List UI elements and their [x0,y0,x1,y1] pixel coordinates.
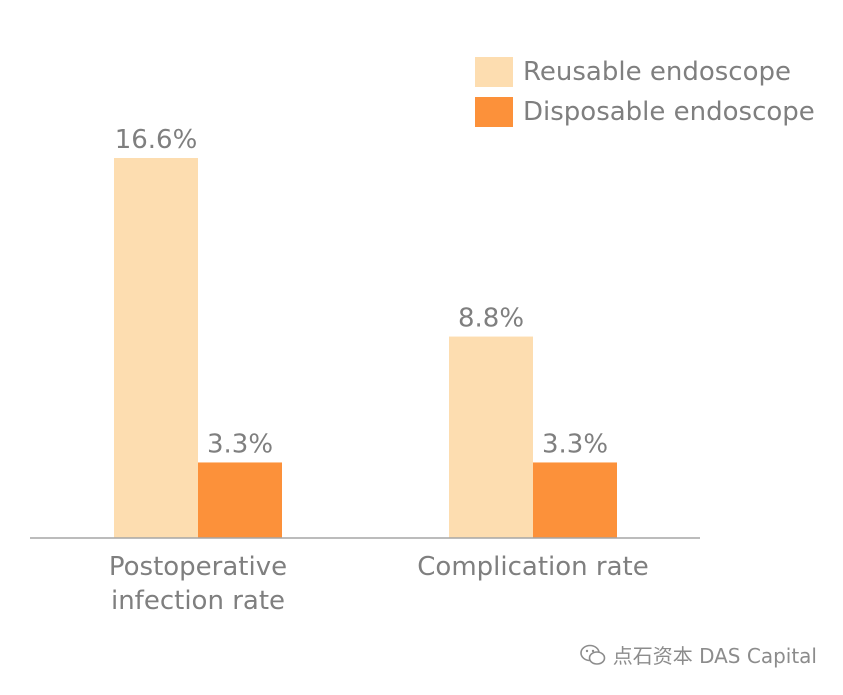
watermark: 点石资本 DAS Capital [579,640,817,669]
bar-disposable-0 [198,462,282,538]
legend-swatch-disposable [475,97,513,127]
data-label-disposable-1: 3.3% [542,429,608,459]
bars-group [114,158,617,538]
legend-swatch-reusable [475,57,513,87]
legend-item-reusable: Reusable endoscope [475,52,815,92]
data-label-reusable-1: 8.8% [458,304,524,334]
legend-label-reusable: Reusable endoscope [523,57,791,87]
category-label-0-line-0: Postoperative [109,552,287,582]
legend: Reusable endoscope Disposable endoscope [475,52,815,132]
value-labels-group: 16.6% 3.3% 8.8% 3.3% [115,125,608,459]
category-label-1-line-0: Complication rate [417,552,648,582]
legend-item-disposable: Disposable endoscope [475,92,815,132]
category-label-0-line-1: infection rate [111,586,285,616]
legend-label-disposable: Disposable endoscope [523,97,815,127]
category-labels-group: Postoperative infection rate Complication … [109,552,649,616]
bar-disposable-1 [533,462,617,538]
watermark-text: 点石资本 DAS Capital [612,644,817,668]
wechat-icon [579,644,606,665]
data-label-disposable-0: 3.3% [207,429,273,459]
bar-reusable-0 [114,158,198,538]
bar-reusable-1 [449,336,533,538]
data-label-reusable-0: 16.6% [115,125,198,155]
